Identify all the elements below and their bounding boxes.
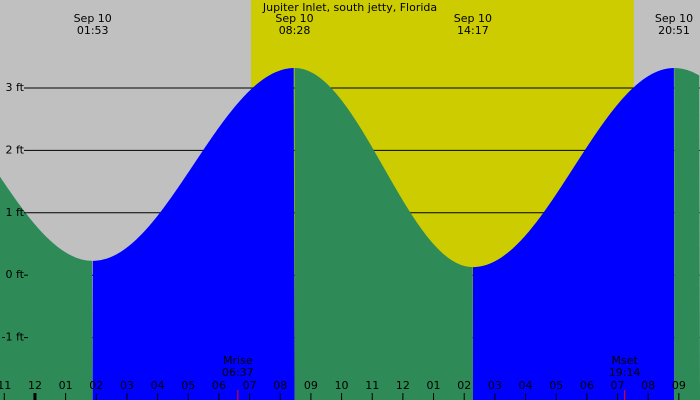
extreme-date: Sep 10: [454, 12, 492, 25]
x-tick-label: 09: [672, 379, 686, 392]
x-tick-label: 08: [641, 379, 655, 392]
x-tick-label: 01: [427, 379, 441, 392]
x-tick-label: 05: [549, 379, 563, 392]
falling-tide: [674, 68, 700, 400]
y-tick-label: 0 ft: [6, 268, 25, 281]
x-tick-label: 02: [457, 379, 471, 392]
extreme-time: 14:17: [457, 24, 489, 37]
x-tick-label: 10: [335, 379, 349, 392]
extreme-time: 20:51: [658, 24, 690, 37]
x-tick-label: 03: [488, 379, 502, 392]
x-tick-label: 11: [365, 379, 379, 392]
x-tick-label: 01: [59, 379, 73, 392]
extreme-time: 08:28: [279, 24, 311, 37]
y-tick-label: -1 ft: [2, 331, 25, 344]
falling-tide: [0, 176, 93, 400]
x-tick-label: 04: [519, 379, 533, 392]
x-tick-label: 06: [580, 379, 594, 392]
x-tick-label: 03: [120, 379, 134, 392]
x-tick-label: 12: [28, 379, 42, 392]
moon-time: 06:37: [222, 366, 254, 379]
y-tick-label: 3 ft: [6, 81, 25, 94]
extreme-date: Sep 10: [655, 12, 693, 25]
chart-title: Jupiter Inlet, south jetty, Florida: [262, 1, 437, 14]
y-tick-label: 2 ft: [6, 143, 25, 156]
rising-tide: [472, 68, 675, 400]
extreme-date: Sep 10: [74, 12, 112, 25]
extreme-time: 01:53: [77, 24, 109, 37]
rising-tide: [92, 68, 295, 400]
x-tick-label: 04: [151, 379, 165, 392]
x-tick-label: 07: [243, 379, 257, 392]
x-tick-label: 08: [273, 379, 287, 392]
falling-tide: [294, 68, 473, 400]
x-tick-label: 02: [89, 379, 103, 392]
x-tick-label: 11: [0, 379, 11, 392]
x-tick-label: 07: [611, 379, 625, 392]
extreme-date: Sep 10: [275, 12, 313, 25]
x-tick-label: 05: [181, 379, 195, 392]
x-tick-label: 06: [212, 379, 226, 392]
moon-time: 19:14: [609, 366, 641, 379]
moon-label: Mset: [612, 354, 639, 367]
moon-label: Mrise: [223, 354, 253, 367]
x-tick-label: 09: [304, 379, 318, 392]
x-tick-label: 12: [396, 379, 410, 392]
y-tick-label: 1 ft: [6, 206, 25, 219]
